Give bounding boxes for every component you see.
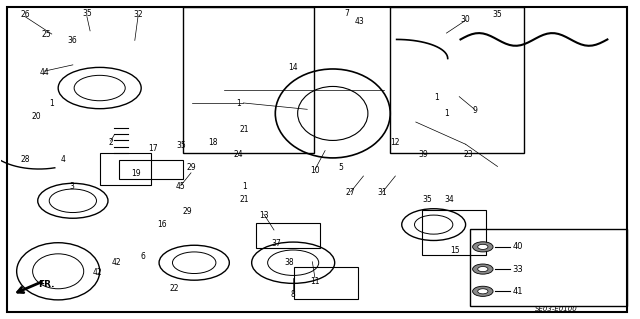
Text: 1: 1 [434, 93, 438, 102]
Text: 16: 16 [157, 220, 166, 229]
Text: 17: 17 [148, 144, 157, 153]
Text: 35: 35 [422, 195, 432, 204]
Text: 21: 21 [240, 195, 250, 204]
Text: 35: 35 [493, 11, 502, 19]
Text: 1: 1 [243, 182, 247, 191]
Bar [390, 7, 524, 153]
Text: 40: 40 [512, 242, 523, 251]
Text: 14: 14 [289, 63, 298, 72]
Text: 1: 1 [444, 109, 449, 118]
Text: 5: 5 [338, 163, 343, 172]
Text: 29: 29 [182, 207, 192, 216]
Text: 37: 37 [272, 239, 282, 248]
Text: 1: 1 [49, 100, 54, 108]
Text: 8: 8 [291, 290, 296, 299]
Text: 38: 38 [285, 258, 294, 267]
Text: 29: 29 [186, 163, 196, 172]
Bar [119, 160, 182, 179]
Text: 43: 43 [355, 17, 364, 26]
Text: 27: 27 [346, 188, 355, 197]
Text: 26: 26 [20, 11, 30, 19]
Text: 20: 20 [31, 112, 40, 121]
Text: SE03-E0100: SE03-E0100 [535, 307, 578, 312]
Bar [422, 210, 486, 255]
Text: 30: 30 [461, 15, 470, 24]
Bar [182, 7, 314, 153]
Text: 2: 2 [108, 137, 113, 146]
Text: 10: 10 [310, 166, 320, 175]
Text: 22: 22 [170, 284, 179, 293]
Text: 12: 12 [390, 137, 400, 146]
Text: 13: 13 [259, 211, 269, 219]
Bar [470, 229, 627, 306]
Text: 44: 44 [39, 68, 49, 77]
Circle shape [472, 242, 493, 252]
Bar [294, 268, 358, 299]
Text: 32: 32 [133, 11, 143, 19]
Text: 21: 21 [240, 125, 250, 134]
Bar [256, 223, 320, 249]
Text: 18: 18 [208, 137, 218, 146]
Text: 1: 1 [236, 100, 241, 108]
Text: 36: 36 [67, 36, 77, 45]
Text: 35: 35 [176, 141, 186, 150]
Text: 42: 42 [93, 268, 102, 277]
Text: 24: 24 [234, 150, 243, 159]
Text: 28: 28 [20, 155, 29, 164]
Text: 15: 15 [451, 246, 460, 255]
Text: 45: 45 [176, 182, 186, 191]
Text: 35: 35 [82, 9, 92, 18]
Text: 34: 34 [444, 195, 454, 204]
Text: 9: 9 [472, 106, 477, 115]
Circle shape [472, 264, 493, 274]
Text: 7: 7 [344, 9, 349, 18]
Circle shape [477, 267, 488, 271]
Text: 33: 33 [512, 264, 523, 274]
Text: 4: 4 [61, 155, 66, 164]
Bar [100, 153, 151, 185]
Circle shape [477, 289, 488, 294]
Text: 23: 23 [463, 150, 473, 159]
Text: 11: 11 [310, 277, 319, 286]
Text: 3: 3 [70, 182, 75, 191]
Text: FR.: FR. [38, 279, 54, 288]
Text: 42: 42 [112, 258, 122, 267]
Text: 19: 19 [131, 169, 141, 178]
Circle shape [472, 286, 493, 296]
Text: 31: 31 [378, 188, 387, 197]
Text: 39: 39 [419, 150, 428, 159]
Text: 6: 6 [140, 252, 145, 261]
Text: 25: 25 [42, 30, 51, 39]
Text: 41: 41 [512, 287, 523, 296]
Circle shape [477, 244, 488, 249]
